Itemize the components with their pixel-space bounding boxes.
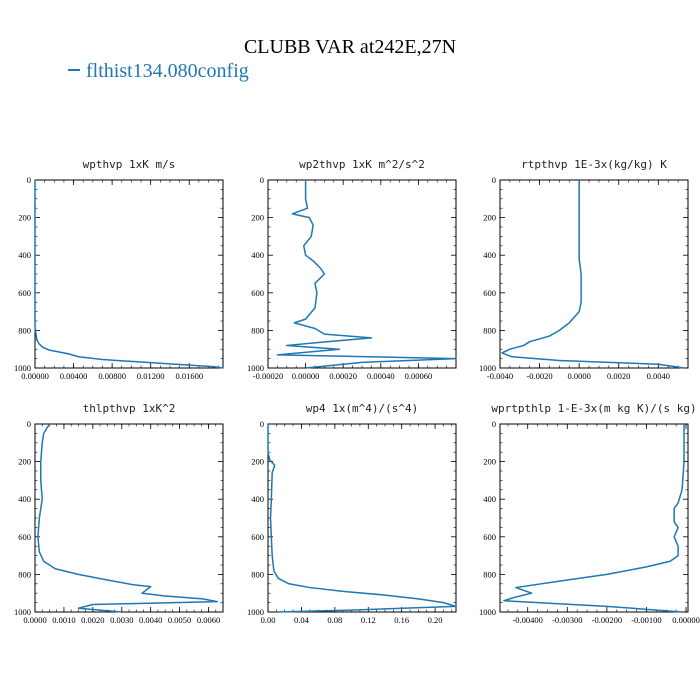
x-tick-label: -0.00200 [592,615,622,625]
y-tick-label: 0 [260,419,264,429]
y-tick-label: 800 [251,325,264,335]
y-tick-label: 0 [492,175,496,185]
plot-frame [499,423,689,613]
y-tick-label: 600 [18,288,31,298]
x-tick-label: -0.0020 [526,371,552,381]
plot-frame [34,179,224,369]
y-tick-label: 400 [18,494,31,504]
plot-frame [499,179,689,369]
y-tick-label: 1000 [247,607,264,617]
x-tick-label: 0.08 [327,615,342,625]
y-tick-label: 400 [483,494,496,504]
x-tick-label: 0.04 [294,615,310,625]
x-tick-label: 0.00000 [672,615,700,625]
y-tick-label: 200 [18,213,31,223]
x-tick-label: 0.01200 [137,371,165,381]
panel-title: wp2thvp 1xK m^2/s^2 [299,158,425,171]
x-tick-label: 0.0040 [139,615,162,625]
y-tick-label: 200 [483,213,496,223]
series-line-1 [267,424,457,613]
y-tick-label: 0 [27,419,31,429]
y-tick-label: 1000 [479,607,496,617]
y-tick-label: 600 [483,532,496,542]
y-tick-label: 0 [492,419,496,429]
series-line-1 [276,180,457,369]
y-tick-label: 600 [251,288,264,298]
panel-title: rtpthvp 1E-3x(kg/kg) K [521,158,667,171]
series-line-1 [501,180,685,369]
x-tick-label: 0.16 [394,615,409,625]
x-tick-label: 0.00040 [367,371,395,381]
y-tick-label: 600 [251,532,264,542]
legend: flthist134.080config [68,60,249,83]
legend-swatch [68,69,80,72]
series-line-1 [37,423,218,613]
x-tick-label: 0.00060 [405,371,433,381]
y-tick-label: 200 [483,457,496,467]
y-tick-label: 200 [251,213,264,223]
y-tick-label: 1000 [14,607,31,617]
x-tick-label: 0.0060 [197,615,220,625]
panel-title: thlpthvp 1xK^2 [83,402,176,415]
y-tick-label: 200 [251,457,264,467]
x-tick-label: 0.0030 [110,615,133,625]
x-tick-label: 0.20 [428,615,443,625]
x-tick-label: 0.01600 [175,371,203,381]
panel-title: wpthvp 1xK m/s [83,158,176,171]
y-tick-label: 1000 [479,363,496,373]
x-tick-label: 0.00800 [98,371,126,381]
x-tick-label: 0.0020 [607,371,630,381]
y-tick-label: 800 [251,569,264,579]
x-tick-label: 0.12 [361,615,376,625]
x-tick-label: -0.00100 [631,615,661,625]
y-tick-label: 200 [18,457,31,467]
panel-title: wprtpthlp 1-E-3x(m kg K)/(s kg) [491,402,696,415]
x-tick-label: 0.0040 [647,371,670,381]
x-tick-label: 0.00020 [329,371,357,381]
x-tick-label: 0.0050 [168,615,191,625]
y-tick-label: 0 [260,175,264,185]
legend-label: flthist134.080config [86,60,249,82]
series-line-1 [503,424,685,613]
x-tick-label: -0.00300 [552,615,582,625]
plot-frame [267,179,457,369]
y-tick-label: 800 [483,569,496,579]
x-tick-label: 0.00000 [292,371,320,381]
page-title: CLUBB VAR at242E,27N [243,36,457,58]
plot-frame [267,423,457,613]
y-tick-label: 400 [251,250,264,260]
y-tick-label: 800 [18,325,31,335]
panel-title: wp4 1x(m^4)/(s^4) [306,402,419,415]
x-tick-label: 0.0020 [81,615,104,625]
y-tick-label: 0 [27,175,31,185]
y-tick-label: 800 [18,569,31,579]
y-tick-label: 400 [251,494,264,504]
y-tick-label: 400 [18,250,31,260]
x-tick-label: 0.0000 [23,615,46,625]
x-tick-label: 0.00 [261,615,276,625]
x-tick-label: -0.00020 [253,371,283,381]
y-tick-label: 800 [483,325,496,335]
y-tick-label: 1000 [14,363,31,373]
chart-panel-3: rtpthvp 1E-3x(kg/kg) K02004006008001000-… [479,158,689,381]
x-tick-label: 0.00000 [21,371,49,381]
series-line-1 [34,180,224,369]
y-tick-label: 400 [483,250,496,260]
x-tick-label: 0.0000 [567,371,590,381]
x-tick-label: -0.00400 [512,615,542,625]
x-tick-label: 0.00400 [60,371,88,381]
y-tick-label: 1000 [247,363,264,373]
y-tick-label: 600 [18,532,31,542]
chart-panel-2: wp2thvp 1xK m^2/s^2 0 200 400 600 800 1000-0.0… [247,158,457,381]
x-tick-label: -0.0040 [487,371,513,381]
x-tick-label: 0.0010 [52,615,75,625]
y-tick-label: 600 [483,288,496,298]
chart-panel-6: wprtpthlp 1-E-3x(m kg K)/(s kg) 0 200 400 60… [479,402,700,625]
